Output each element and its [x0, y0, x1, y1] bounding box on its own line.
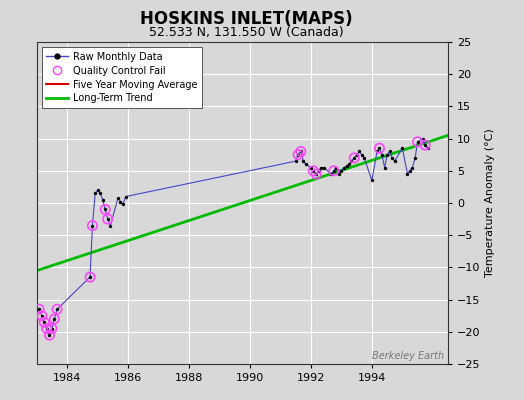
Point — [360, 155, 368, 161]
Point — [355, 148, 363, 155]
Point — [388, 155, 397, 161]
Point — [314, 168, 323, 174]
Point — [50, 316, 59, 322]
Point — [119, 201, 127, 208]
Point — [101, 206, 110, 213]
Point — [35, 306, 43, 312]
Point — [53, 306, 61, 312]
Point — [50, 316, 59, 322]
Point — [38, 312, 46, 319]
Point — [350, 155, 358, 161]
Point — [383, 152, 391, 158]
Point — [42, 325, 51, 332]
Point — [88, 222, 96, 229]
Point — [332, 164, 341, 171]
Point — [42, 325, 51, 332]
Point — [403, 171, 412, 177]
Point — [122, 193, 130, 200]
Point — [297, 148, 305, 155]
Point — [421, 142, 429, 148]
Point — [327, 171, 335, 177]
Y-axis label: Temperature Anomaly (°C): Temperature Anomaly (°C) — [485, 129, 495, 277]
Point — [320, 164, 328, 171]
Point — [38, 312, 46, 319]
Point — [307, 164, 315, 171]
Point — [103, 216, 112, 222]
Point — [390, 158, 399, 164]
Point — [350, 155, 358, 161]
Point — [423, 145, 432, 152]
Point — [419, 135, 427, 142]
Point — [93, 187, 102, 193]
Point — [301, 161, 310, 168]
Point — [421, 142, 429, 148]
Point — [413, 139, 422, 145]
Point — [309, 168, 318, 174]
Point — [342, 162, 351, 169]
Legend: Raw Monthly Data, Quality Control Fail, Five Year Moving Average, Long-Term Tren: Raw Monthly Data, Quality Control Fail, … — [41, 47, 202, 108]
Point — [385, 148, 394, 155]
Point — [297, 148, 305, 155]
Point — [116, 198, 125, 205]
Point — [291, 158, 300, 164]
Point — [91, 190, 100, 196]
Point — [368, 177, 376, 184]
Point — [398, 145, 407, 152]
Point — [373, 148, 381, 155]
Point — [375, 145, 384, 152]
Point — [48, 325, 56, 332]
Point — [309, 168, 318, 174]
Point — [330, 168, 338, 174]
Point — [114, 195, 122, 201]
Point — [317, 164, 325, 171]
Point — [106, 222, 115, 229]
Point — [312, 171, 320, 177]
Point — [86, 274, 94, 280]
Point — [294, 152, 302, 158]
Point — [345, 161, 353, 168]
Point — [101, 206, 110, 213]
Point — [48, 325, 56, 332]
Point — [312, 171, 320, 177]
Point — [357, 152, 366, 158]
Point — [294, 152, 302, 158]
Point — [96, 190, 104, 196]
Point — [103, 216, 112, 222]
Point — [337, 168, 345, 174]
Point — [40, 319, 49, 325]
Point — [99, 196, 107, 203]
Point — [335, 171, 343, 177]
Point — [330, 168, 338, 174]
Text: 52.533 N, 131.550 W (Canada): 52.533 N, 131.550 W (Canada) — [149, 26, 344, 39]
Point — [347, 158, 356, 164]
Point — [378, 152, 386, 158]
Point — [35, 306, 43, 312]
Point — [86, 274, 94, 280]
Point — [353, 152, 361, 158]
Point — [413, 139, 422, 145]
Point — [406, 168, 414, 174]
Point — [53, 306, 61, 312]
Point — [375, 145, 384, 152]
Text: HOSKINS INLET(MAPS): HOSKINS INLET(MAPS) — [140, 10, 353, 28]
Point — [380, 164, 389, 171]
Point — [40, 319, 49, 325]
Point — [299, 158, 308, 164]
Point — [45, 332, 53, 338]
Point — [340, 164, 348, 171]
Point — [411, 155, 419, 161]
Point — [408, 164, 417, 171]
Point — [88, 222, 96, 229]
Point — [45, 332, 53, 338]
Text: Berkeley Earth: Berkeley Earth — [372, 351, 444, 361]
